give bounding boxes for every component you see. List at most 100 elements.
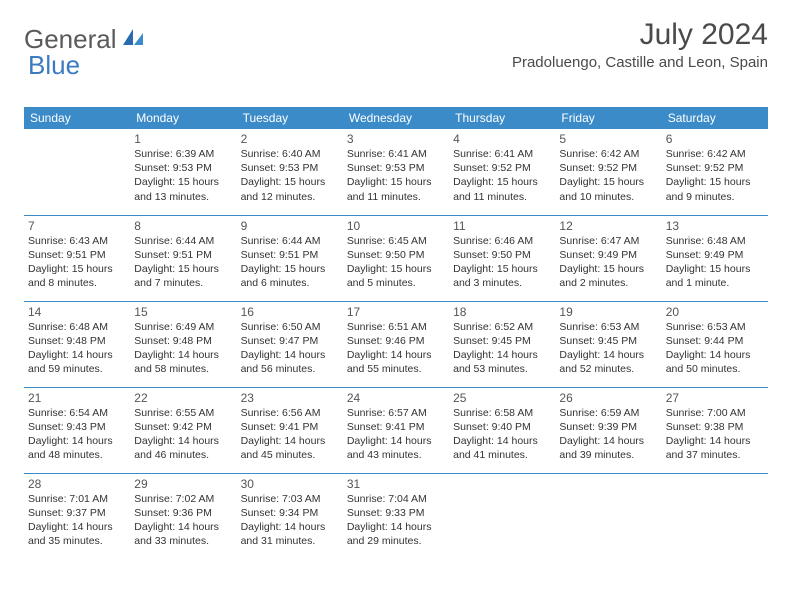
day-info: Sunrise: 6:48 AMSunset: 9:48 PMDaylight:… — [28, 320, 126, 377]
sunrise-text: Sunrise: 6:48 AM — [28, 320, 126, 334]
day-header: Thursday — [449, 107, 555, 129]
sunset-text: Sunset: 9:53 PM — [241, 161, 339, 175]
day-info: Sunrise: 6:47 AMSunset: 9:49 PMDaylight:… — [559, 234, 657, 291]
daylight-text: Daylight: 14 hours and 29 minutes. — [347, 520, 445, 548]
sunset-text: Sunset: 9:48 PM — [134, 334, 232, 348]
day-number: 2 — [241, 132, 339, 146]
daylight-text: Daylight: 15 hours and 12 minutes. — [241, 175, 339, 203]
day-header: Friday — [555, 107, 661, 129]
daylight-text: Daylight: 15 hours and 9 minutes. — [666, 175, 764, 203]
calendar-cell: 2Sunrise: 6:40 AMSunset: 9:53 PMDaylight… — [237, 129, 343, 215]
calendar-week-row: 28Sunrise: 7:01 AMSunset: 9:37 PMDayligh… — [24, 473, 768, 559]
calendar-header-row: SundayMondayTuesdayWednesdayThursdayFrid… — [24, 107, 768, 129]
sail-icon — [121, 27, 145, 52]
daylight-text: Daylight: 14 hours and 55 minutes. — [347, 348, 445, 376]
calendar-cell: 9Sunrise: 6:44 AMSunset: 9:51 PMDaylight… — [237, 215, 343, 301]
calendar-cell: 26Sunrise: 6:59 AMSunset: 9:39 PMDayligh… — [555, 387, 661, 473]
sunset-text: Sunset: 9:45 PM — [453, 334, 551, 348]
daylight-text: Daylight: 15 hours and 13 minutes. — [134, 175, 232, 203]
sunrise-text: Sunrise: 6:41 AM — [453, 147, 551, 161]
calendar-cell: 13Sunrise: 6:48 AMSunset: 9:49 PMDayligh… — [662, 215, 768, 301]
sunset-text: Sunset: 9:52 PM — [666, 161, 764, 175]
day-info: Sunrise: 7:04 AMSunset: 9:33 PMDaylight:… — [347, 492, 445, 549]
daylight-text: Daylight: 15 hours and 11 minutes. — [347, 175, 445, 203]
sunrise-text: Sunrise: 6:42 AM — [666, 147, 764, 161]
day-number: 26 — [559, 391, 657, 405]
daylight-text: Daylight: 15 hours and 6 minutes. — [241, 262, 339, 290]
day-header: Monday — [130, 107, 236, 129]
calendar-body: 1Sunrise: 6:39 AMSunset: 9:53 PMDaylight… — [24, 129, 768, 559]
daylight-text: Daylight: 14 hours and 56 minutes. — [241, 348, 339, 376]
daylight-text: Daylight: 14 hours and 41 minutes. — [453, 434, 551, 462]
day-number: 4 — [453, 132, 551, 146]
calendar-cell: 17Sunrise: 6:51 AMSunset: 9:46 PMDayligh… — [343, 301, 449, 387]
sunrise-text: Sunrise: 6:53 AM — [666, 320, 764, 334]
calendar-week-row: 14Sunrise: 6:48 AMSunset: 9:48 PMDayligh… — [24, 301, 768, 387]
logo-text-blue: Blue — [28, 50, 80, 80]
day-header: Saturday — [662, 107, 768, 129]
sunset-text: Sunset: 9:53 PM — [347, 161, 445, 175]
day-info: Sunrise: 6:56 AMSunset: 9:41 PMDaylight:… — [241, 406, 339, 463]
daylight-text: Daylight: 15 hours and 10 minutes. — [559, 175, 657, 203]
sunrise-text: Sunrise: 6:45 AM — [347, 234, 445, 248]
sunset-text: Sunset: 9:45 PM — [559, 334, 657, 348]
calendar-cell: 24Sunrise: 6:57 AMSunset: 9:41 PMDayligh… — [343, 387, 449, 473]
day-info: Sunrise: 6:39 AMSunset: 9:53 PMDaylight:… — [134, 147, 232, 204]
sunset-text: Sunset: 9:46 PM — [347, 334, 445, 348]
calendar-cell: 11Sunrise: 6:46 AMSunset: 9:50 PMDayligh… — [449, 215, 555, 301]
day-number: 9 — [241, 219, 339, 233]
sunrise-text: Sunrise: 6:54 AM — [28, 406, 126, 420]
daylight-text: Daylight: 15 hours and 7 minutes. — [134, 262, 232, 290]
sunrise-text: Sunrise: 7:02 AM — [134, 492, 232, 506]
calendar-cell: 30Sunrise: 7:03 AMSunset: 9:34 PMDayligh… — [237, 473, 343, 559]
sunset-text: Sunset: 9:50 PM — [347, 248, 445, 262]
day-info: Sunrise: 6:49 AMSunset: 9:48 PMDaylight:… — [134, 320, 232, 377]
sunrise-text: Sunrise: 6:56 AM — [241, 406, 339, 420]
sunset-text: Sunset: 9:36 PM — [134, 506, 232, 520]
day-number: 15 — [134, 305, 232, 319]
calendar-cell: 4Sunrise: 6:41 AMSunset: 9:52 PMDaylight… — [449, 129, 555, 215]
calendar-week-row: 1Sunrise: 6:39 AMSunset: 9:53 PMDaylight… — [24, 129, 768, 215]
day-info: Sunrise: 6:46 AMSunset: 9:50 PMDaylight:… — [453, 234, 551, 291]
sunrise-text: Sunrise: 6:53 AM — [559, 320, 657, 334]
day-header: Tuesday — [237, 107, 343, 129]
sunset-text: Sunset: 9:51 PM — [134, 248, 232, 262]
sunset-text: Sunset: 9:37 PM — [28, 506, 126, 520]
day-info: Sunrise: 6:43 AMSunset: 9:51 PMDaylight:… — [28, 234, 126, 291]
calendar-cell: 27Sunrise: 7:00 AMSunset: 9:38 PMDayligh… — [662, 387, 768, 473]
sunset-text: Sunset: 9:33 PM — [347, 506, 445, 520]
calendar-cell: 23Sunrise: 6:56 AMSunset: 9:41 PMDayligh… — [237, 387, 343, 473]
sunrise-text: Sunrise: 7:00 AM — [666, 406, 764, 420]
day-number: 12 — [559, 219, 657, 233]
day-info: Sunrise: 6:55 AMSunset: 9:42 PMDaylight:… — [134, 406, 232, 463]
daylight-text: Daylight: 14 hours and 33 minutes. — [134, 520, 232, 548]
calendar-cell: 21Sunrise: 6:54 AMSunset: 9:43 PMDayligh… — [24, 387, 130, 473]
calendar-cell: 25Sunrise: 6:58 AMSunset: 9:40 PMDayligh… — [449, 387, 555, 473]
daylight-text: Daylight: 15 hours and 2 minutes. — [559, 262, 657, 290]
sunset-text: Sunset: 9:47 PM — [241, 334, 339, 348]
daylight-text: Daylight: 14 hours and 50 minutes. — [666, 348, 764, 376]
sunrise-text: Sunrise: 7:01 AM — [28, 492, 126, 506]
sunrise-text: Sunrise: 6:52 AM — [453, 320, 551, 334]
sunset-text: Sunset: 9:53 PM — [134, 161, 232, 175]
calendar-cell: 12Sunrise: 6:47 AMSunset: 9:49 PMDayligh… — [555, 215, 661, 301]
sunrise-text: Sunrise: 6:42 AM — [559, 147, 657, 161]
day-info: Sunrise: 6:48 AMSunset: 9:49 PMDaylight:… — [666, 234, 764, 291]
calendar-cell: 5Sunrise: 6:42 AMSunset: 9:52 PMDaylight… — [555, 129, 661, 215]
daylight-text: Daylight: 15 hours and 8 minutes. — [28, 262, 126, 290]
day-number: 29 — [134, 477, 232, 491]
calendar-cell: 1Sunrise: 6:39 AMSunset: 9:53 PMDaylight… — [130, 129, 236, 215]
sunrise-text: Sunrise: 6:43 AM — [28, 234, 126, 248]
day-number: 31 — [347, 477, 445, 491]
sunrise-text: Sunrise: 6:41 AM — [347, 147, 445, 161]
sunrise-text: Sunrise: 7:04 AM — [347, 492, 445, 506]
sunrise-text: Sunrise: 6:46 AM — [453, 234, 551, 248]
daylight-text: Daylight: 14 hours and 31 minutes. — [241, 520, 339, 548]
calendar-cell: 28Sunrise: 7:01 AMSunset: 9:37 PMDayligh… — [24, 473, 130, 559]
calendar-cell: 3Sunrise: 6:41 AMSunset: 9:53 PMDaylight… — [343, 129, 449, 215]
sunset-text: Sunset: 9:52 PM — [559, 161, 657, 175]
calendar-week-row: 7Sunrise: 6:43 AMSunset: 9:51 PMDaylight… — [24, 215, 768, 301]
sunrise-text: Sunrise: 6:48 AM — [666, 234, 764, 248]
sunrise-text: Sunrise: 6:58 AM — [453, 406, 551, 420]
daylight-text: Daylight: 14 hours and 59 minutes. — [28, 348, 126, 376]
